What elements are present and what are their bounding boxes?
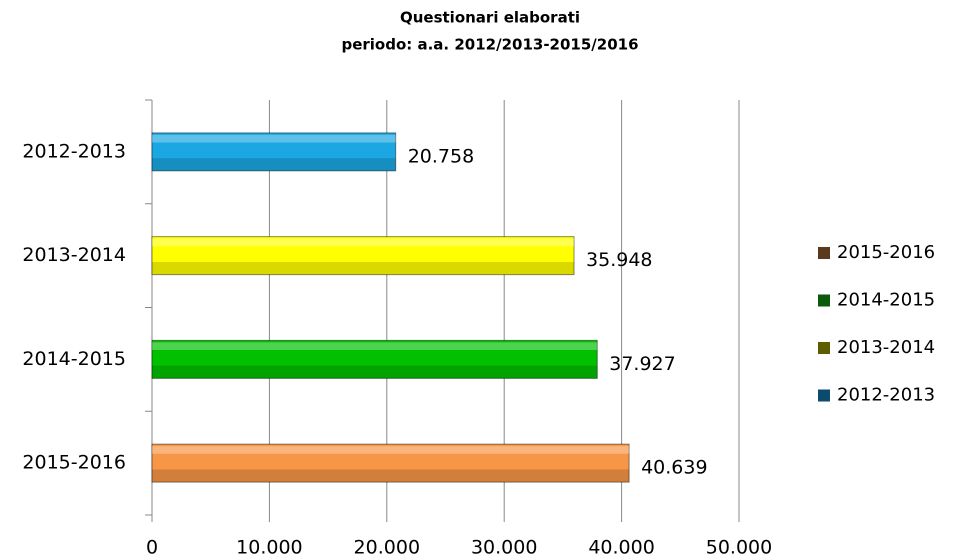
bar-shade bbox=[152, 365, 598, 379]
legend-label: 2013-2014 bbox=[837, 337, 935, 358]
bar-shade bbox=[152, 261, 575, 275]
bar bbox=[151, 132, 397, 172]
value-label: 37.927 bbox=[609, 353, 675, 375]
value-label: 20.758 bbox=[408, 145, 474, 167]
legend-swatch bbox=[818, 247, 830, 259]
bar-highlight bbox=[152, 238, 575, 247]
y-tick-label: 2013-2014 bbox=[22, 244, 126, 266]
bar bbox=[151, 236, 575, 276]
x-tick-label: 50.000 bbox=[706, 537, 772, 559]
legend-label: 2014-2015 bbox=[837, 290, 935, 311]
y-tick-label: 2014-2015 bbox=[22, 348, 126, 370]
x-tick-label: 30.000 bbox=[471, 537, 537, 559]
bar-highlight bbox=[152, 446, 630, 454]
y-tick-label: 2015-2016 bbox=[22, 452, 126, 474]
x-tick-label: 0 bbox=[146, 537, 158, 559]
chart-subtitle: periodo: a.a. 2012/2013-2015/2016 bbox=[341, 36, 638, 54]
bar-shade bbox=[152, 158, 396, 171]
bar-highlight bbox=[152, 134, 396, 143]
value-label: 40.639 bbox=[641, 457, 707, 479]
x-tick-label: 20.000 bbox=[354, 537, 420, 559]
legend-swatch bbox=[818, 342, 830, 354]
bar bbox=[151, 443, 630, 483]
bar-shade bbox=[152, 469, 630, 483]
x-tick-label: 40.000 bbox=[588, 537, 654, 559]
legend-label: 2012-2013 bbox=[837, 385, 935, 406]
bar-highlight bbox=[152, 342, 598, 350]
value-label: 35.948 bbox=[586, 249, 652, 271]
bar bbox=[151, 339, 598, 379]
legend-swatch bbox=[818, 389, 830, 402]
legend-swatch bbox=[818, 294, 830, 307]
x-tick-label: 10.000 bbox=[236, 537, 302, 559]
legend-label: 2015-2016 bbox=[837, 242, 935, 263]
chart-title: Questionari elaborati bbox=[400, 9, 580, 27]
y-tick-label: 2012-2013 bbox=[22, 140, 126, 162]
